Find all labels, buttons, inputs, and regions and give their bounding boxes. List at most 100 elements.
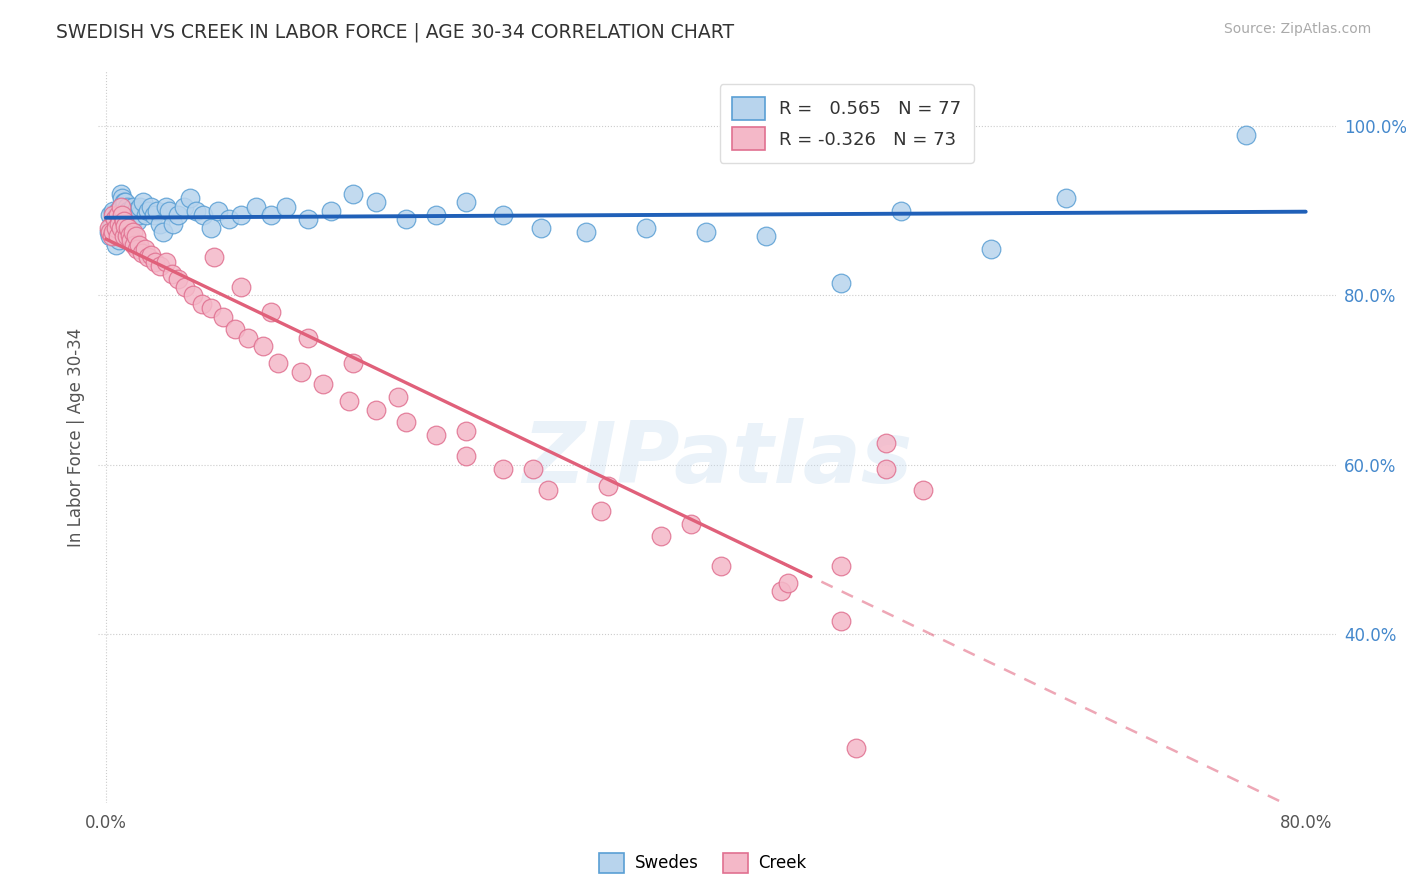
Point [224, 322, 246, 336]
Point [97, 220, 120, 235]
Point [105, 237, 128, 252]
Point [830, 276, 852, 290]
Point [830, 614, 852, 628]
Point [139, 248, 162, 262]
Point [114, 214, 136, 228]
Point [425, 428, 447, 442]
Point [115, 229, 138, 244]
Point [135, 208, 157, 222]
Point [142, 208, 165, 222]
Point [245, 200, 267, 214]
Point [589, 504, 612, 518]
Point [112, 229, 135, 244]
Point [238, 331, 260, 345]
Point [207, 203, 229, 218]
Point [155, 254, 177, 268]
Point [124, 208, 146, 222]
Point [184, 203, 207, 218]
Point [155, 200, 177, 214]
Point [134, 242, 156, 256]
Y-axis label: In Labor Force | Age 30-34: In Labor Force | Age 30-34 [66, 327, 84, 547]
Point [115, 219, 138, 233]
Point [454, 424, 477, 438]
Point [118, 208, 141, 222]
Point [337, 394, 360, 409]
Point [120, 212, 142, 227]
Point [454, 449, 477, 463]
Point [114, 195, 136, 210]
Point [173, 200, 195, 214]
Point [492, 462, 515, 476]
Point [131, 246, 153, 260]
Point [149, 259, 172, 273]
Point [425, 208, 447, 222]
Point [179, 191, 201, 205]
Point [118, 229, 141, 244]
Point [387, 390, 409, 404]
Point [769, 584, 792, 599]
Point [115, 200, 138, 214]
Point [111, 208, 134, 222]
Point [679, 516, 702, 531]
Point [167, 271, 190, 285]
Point [229, 280, 252, 294]
Point [530, 220, 553, 235]
Point [111, 212, 134, 227]
Point [650, 529, 672, 543]
Point [128, 208, 150, 222]
Point [110, 200, 132, 214]
Point [146, 203, 169, 218]
Point [202, 251, 225, 265]
Point [200, 301, 222, 315]
Point [122, 225, 145, 239]
Point [114, 219, 136, 233]
Point [107, 203, 129, 218]
Point [297, 331, 319, 345]
Point [149, 217, 172, 231]
Point [110, 200, 132, 214]
Point [845, 740, 868, 755]
Point [830, 559, 852, 574]
Point [117, 203, 139, 218]
Point [122, 200, 145, 214]
Point [125, 229, 148, 244]
Text: Source: ZipAtlas.com: Source: ZipAtlas.com [1223, 22, 1371, 37]
Point [136, 251, 159, 265]
Point [174, 280, 197, 294]
Point [105, 217, 128, 231]
Point [319, 203, 342, 218]
Point [101, 229, 124, 244]
Text: ZIPatlas: ZIPatlas [522, 417, 912, 500]
Point [118, 227, 141, 242]
Point [890, 203, 912, 218]
Point [695, 225, 717, 239]
Point [128, 237, 150, 252]
Point [212, 310, 235, 324]
Point [117, 220, 139, 235]
Point [108, 217, 131, 231]
Point [107, 229, 129, 244]
Point [191, 297, 214, 311]
Point [110, 186, 132, 201]
Point [108, 208, 131, 222]
Point [312, 377, 335, 392]
Point [129, 200, 152, 214]
Point [537, 483, 560, 497]
Point [110, 220, 132, 235]
Point [364, 402, 387, 417]
Point [912, 483, 935, 497]
Point [103, 225, 125, 239]
Point [100, 225, 122, 239]
Text: SWEDISH VS CREEK IN LABOR FORCE | AGE 30-34 CORRELATION CHART: SWEDISH VS CREEK IN LABOR FORCE | AGE 30… [56, 22, 734, 42]
Point [107, 225, 129, 239]
Point [710, 559, 733, 574]
Point [136, 203, 159, 218]
Point [107, 208, 129, 222]
Point [112, 217, 135, 231]
Point [1234, 128, 1257, 142]
Point [290, 365, 312, 379]
Point [152, 225, 174, 239]
Point [200, 220, 222, 235]
Point [100, 208, 122, 222]
Point [162, 217, 184, 231]
